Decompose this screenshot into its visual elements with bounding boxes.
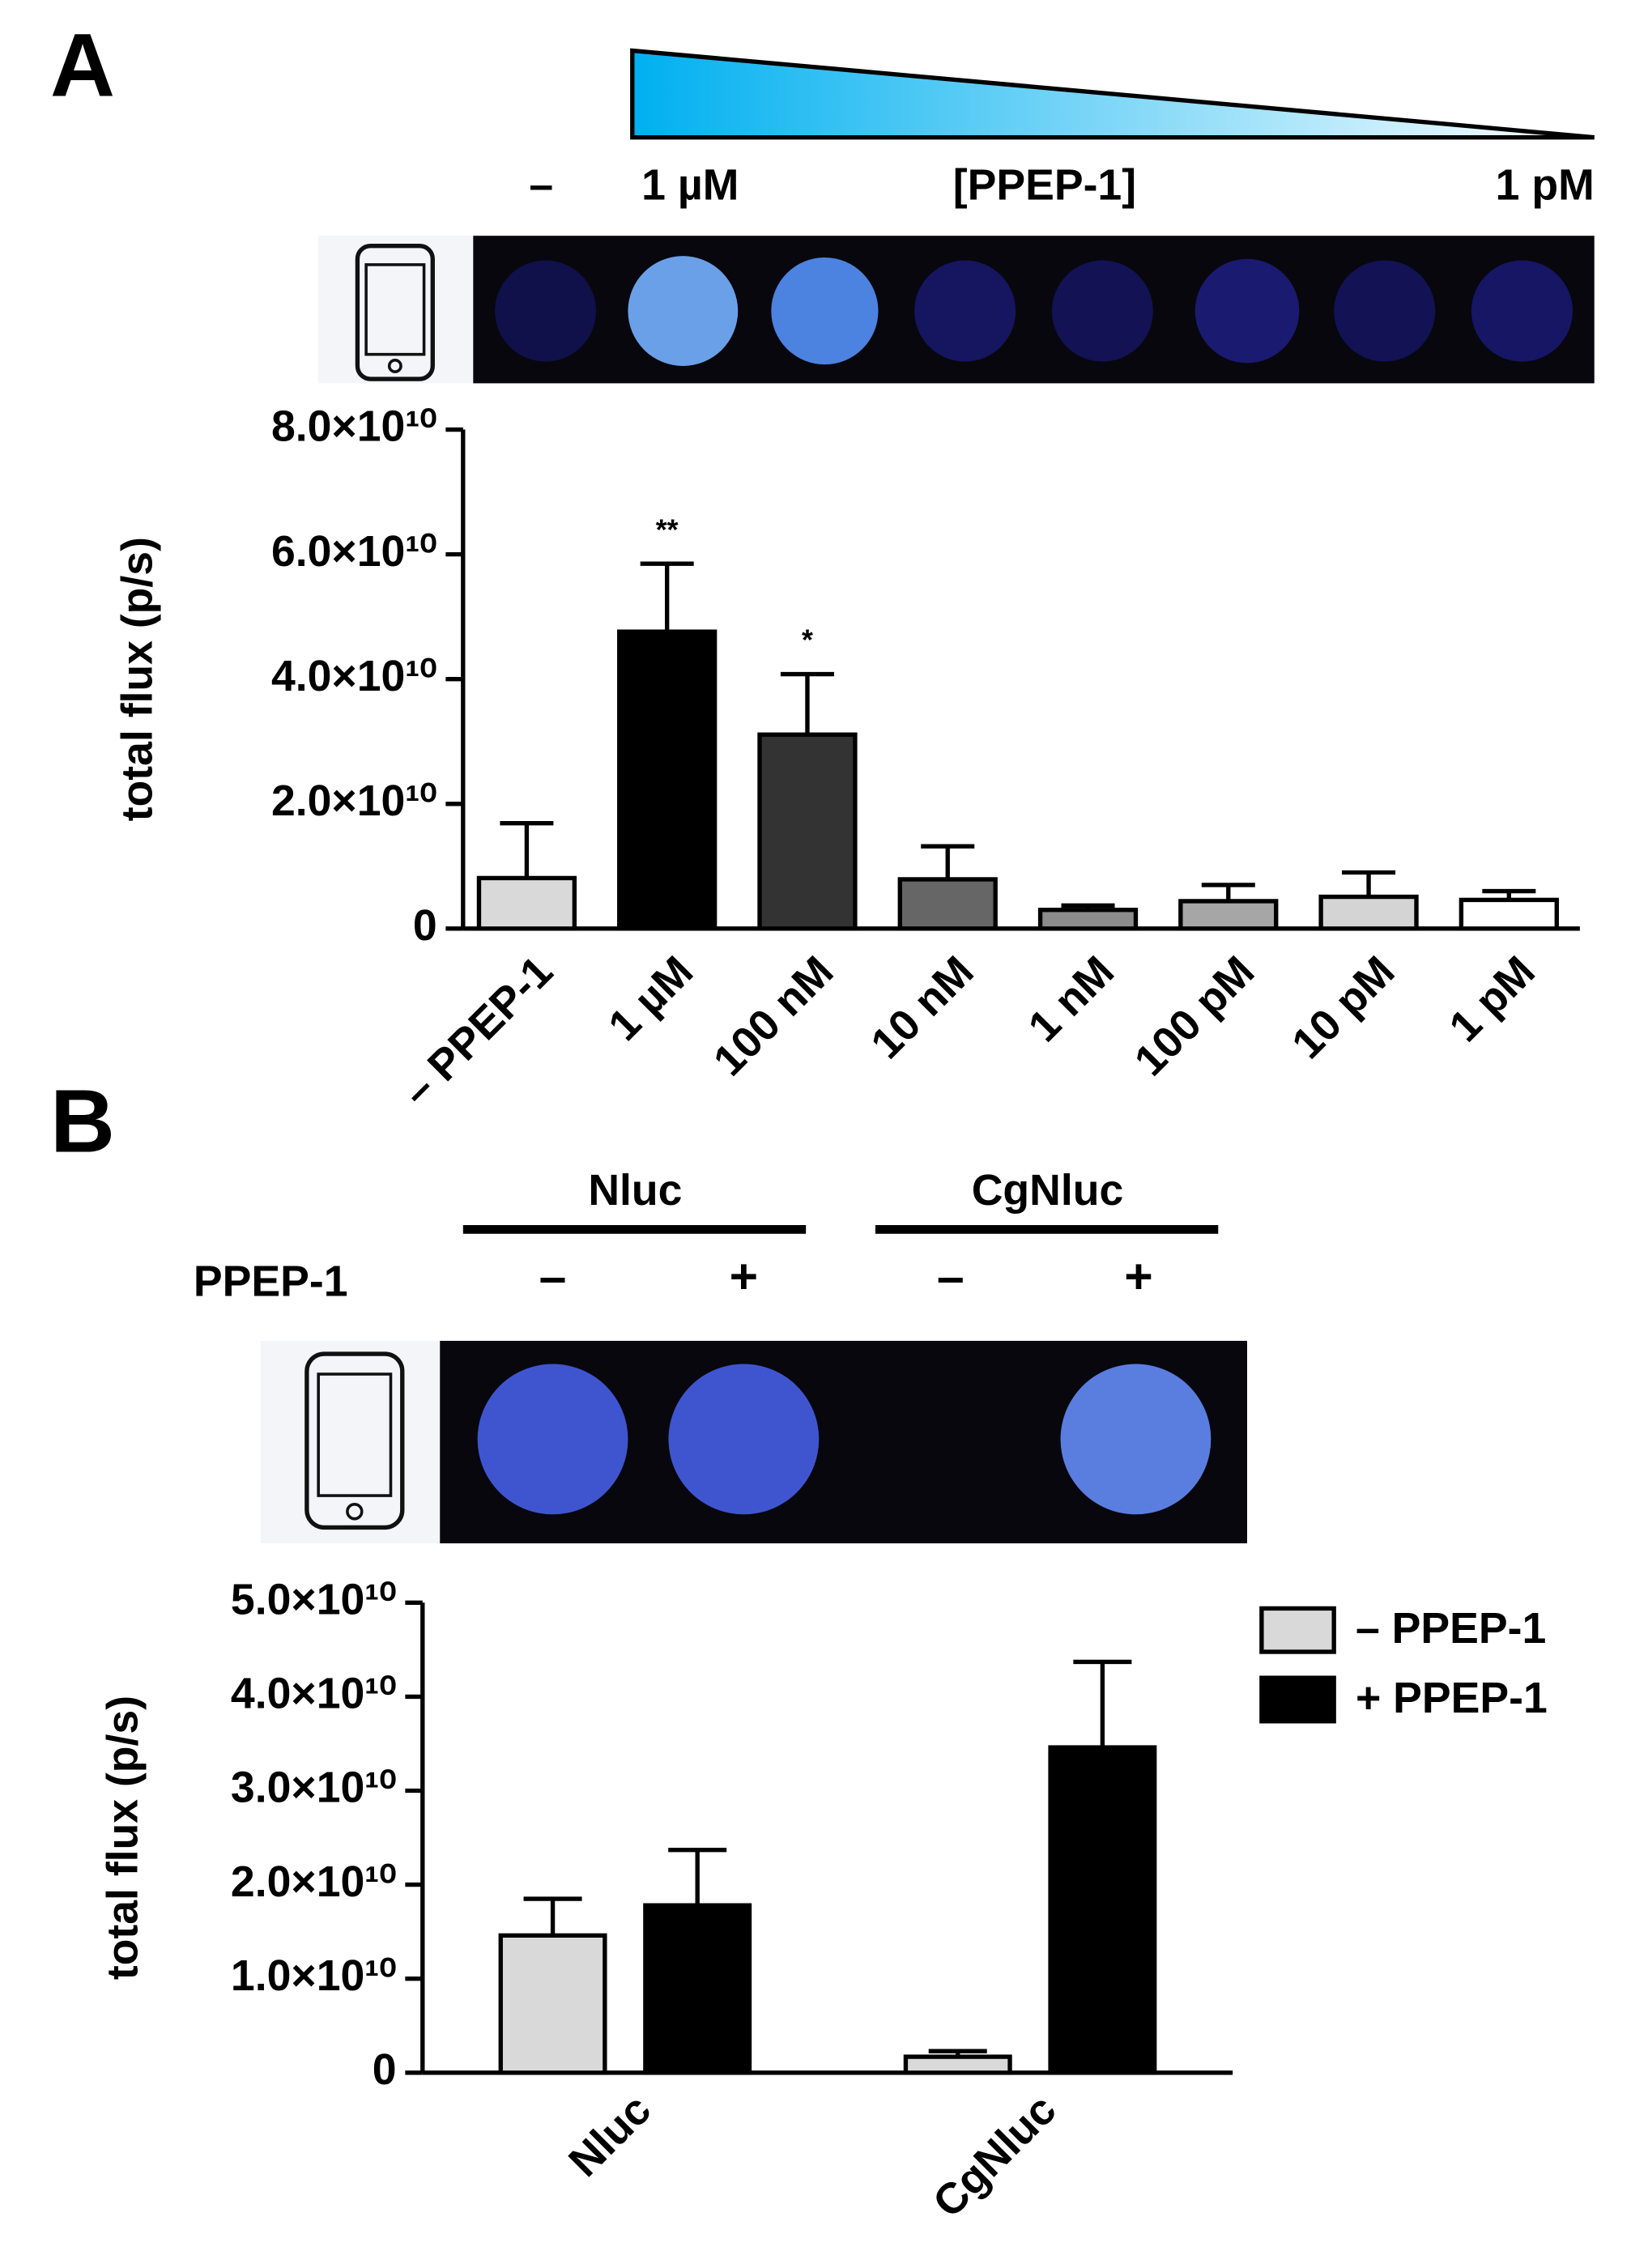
- x-tick-label: – PPEP-1: [393, 947, 562, 1116]
- y-tick-label: 0: [373, 2045, 397, 2094]
- bar: [1178, 899, 1279, 931]
- y-tick-label: 3.0×10¹⁰: [231, 1764, 397, 1812]
- y-tick-label: 0: [413, 901, 437, 950]
- gradient-label: [PPEP-1]: [953, 160, 1136, 209]
- gradient-label: –: [529, 160, 553, 209]
- x-tick-label: 1 nM: [1019, 947, 1123, 1051]
- legend-label: – PPEP-1: [1356, 1604, 1546, 1653]
- x-tick-label: 100 pM: [1125, 947, 1263, 1085]
- x-tick-label: CgNluc: [924, 2085, 1066, 2227]
- legend-label: + PPEP-1: [1356, 1674, 1548, 1722]
- bar: [1048, 1745, 1157, 2075]
- y-tick-label: 2.0×10¹⁰: [271, 777, 437, 825]
- sign: –: [539, 1249, 567, 1304]
- y-tick-label: 1.0×10¹⁰: [231, 1951, 397, 2000]
- bar: [903, 2054, 1012, 2075]
- bar: [617, 629, 718, 931]
- bar: [757, 732, 858, 931]
- group-label: Nluc: [588, 1166, 682, 1215]
- row-label: PPEP-1: [194, 1257, 348, 1305]
- group-label: CgNluc: [972, 1166, 1124, 1215]
- x-tick-label: 10 nM: [862, 947, 983, 1068]
- gradient-label: 1 µM: [641, 160, 739, 209]
- y-tick-label: 6.0×10¹⁰: [271, 527, 437, 576]
- bar: [476, 875, 577, 931]
- bar: [643, 1903, 752, 2075]
- legend-swatch: [1259, 1606, 1336, 1654]
- significance: *: [802, 624, 813, 657]
- bar: [1459, 897, 1559, 931]
- sign: –: [937, 1249, 965, 1304]
- x-tick-label: 1 pM: [1440, 947, 1544, 1051]
- gradient-label: 1 pM: [1496, 160, 1595, 209]
- y-axis-label: total flux (p/s): [99, 1696, 147, 1980]
- y-tick-label: 2.0×10¹⁰: [231, 1857, 397, 1906]
- sign: +: [730, 1249, 758, 1304]
- y-axis-label: total flux (p/s): [113, 537, 162, 821]
- sign: +: [1124, 1249, 1152, 1304]
- y-tick-label: 4.0×10¹⁰: [231, 1670, 397, 1718]
- legend-swatch: [1259, 1675, 1336, 1724]
- x-tick-label: 100 nM: [705, 947, 843, 1085]
- y-tick-label: 5.0×10¹⁰: [231, 1575, 397, 1623]
- x-tick-label: 1 µM: [599, 947, 702, 1049]
- bar: [498, 1933, 607, 2075]
- gradient-triangle: [630, 48, 1595, 140]
- bar: [1318, 894, 1419, 931]
- significance: **: [656, 513, 679, 546]
- panel-label: A: [50, 16, 115, 116]
- panel-label: B: [50, 1072, 115, 1172]
- x-tick-label: Nluc: [560, 2085, 661, 2186]
- bar: [897, 877, 998, 931]
- y-tick-label: 8.0×10¹⁰: [271, 402, 437, 451]
- bar: [1037, 908, 1139, 931]
- photo-strip: [260, 1340, 1248, 1544]
- x-tick-label: 10 pM: [1283, 947, 1404, 1068]
- y-tick-label: 4.0×10¹⁰: [271, 652, 437, 700]
- photo-strip: [318, 236, 1595, 384]
